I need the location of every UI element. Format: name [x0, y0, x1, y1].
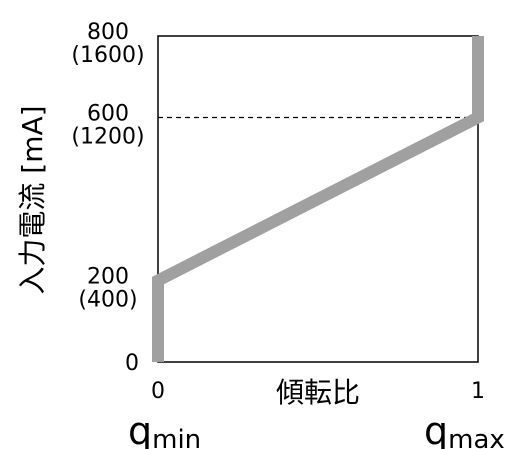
q-min-base: q	[128, 409, 152, 449]
x-tick-label-1: 1	[471, 379, 485, 404]
y-tick-sublabel-200: (400)	[78, 288, 137, 313]
y-tick-sublabel-800: (1600)	[71, 43, 144, 68]
q-min-sub: min	[152, 425, 201, 449]
x-tick-label-0: 0	[151, 379, 165, 404]
x-axis-title: 傾転比	[276, 376, 360, 409]
y-tick-label-600: 600	[87, 102, 129, 127]
y-tick-label-800: 800	[87, 20, 129, 45]
y-tick-sublabel-600: (1200)	[71, 125, 144, 150]
q-max-sub: max	[448, 425, 505, 449]
y-axis-title: 入力電流 [mA]	[16, 105, 49, 294]
plot-frame	[157, 35, 479, 363]
q-max-label: qmax	[424, 409, 505, 449]
y-tick-label-0: 0	[125, 351, 139, 376]
y-tick-labels: 0 200(400) 600(1200) 800(1600)	[71, 20, 144, 376]
y-tick-label-200: 200	[87, 265, 129, 290]
q-min-label: qmin	[128, 409, 201, 449]
series-line	[152, 36, 484, 362]
q-max-base: q	[424, 409, 448, 449]
